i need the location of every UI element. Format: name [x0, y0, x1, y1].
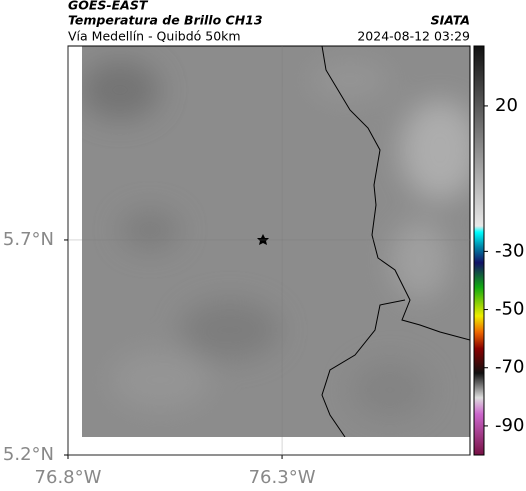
- colorbar: [473, 45, 485, 456]
- colorbar-tick-label: -30: [495, 240, 524, 261]
- location: Vía Medellín - Quibdó 50km: [68, 29, 241, 44]
- y-tick-label: 5.2°N: [3, 444, 54, 465]
- colorbar-tick-label: -90: [495, 415, 524, 436]
- subtitle: Temperatura de Brillo CH13: [68, 13, 263, 28]
- satellite-image: [82, 46, 470, 437]
- source: SIATA: [431, 13, 470, 28]
- x-tick-label: 76.8°W: [35, 467, 102, 488]
- x-tick-label: 76.3°W: [249, 467, 316, 488]
- colorbar-tick-label: -70: [495, 357, 524, 378]
- colorbar-tick-label: -50: [495, 299, 524, 320]
- timestamp: 2024-08-12 03:29: [357, 29, 470, 44]
- colorbar-tick-label: 20: [495, 95, 518, 116]
- title: GOES-EAST: [68, 0, 149, 13]
- y-tick-label: 5.7°N: [3, 229, 54, 250]
